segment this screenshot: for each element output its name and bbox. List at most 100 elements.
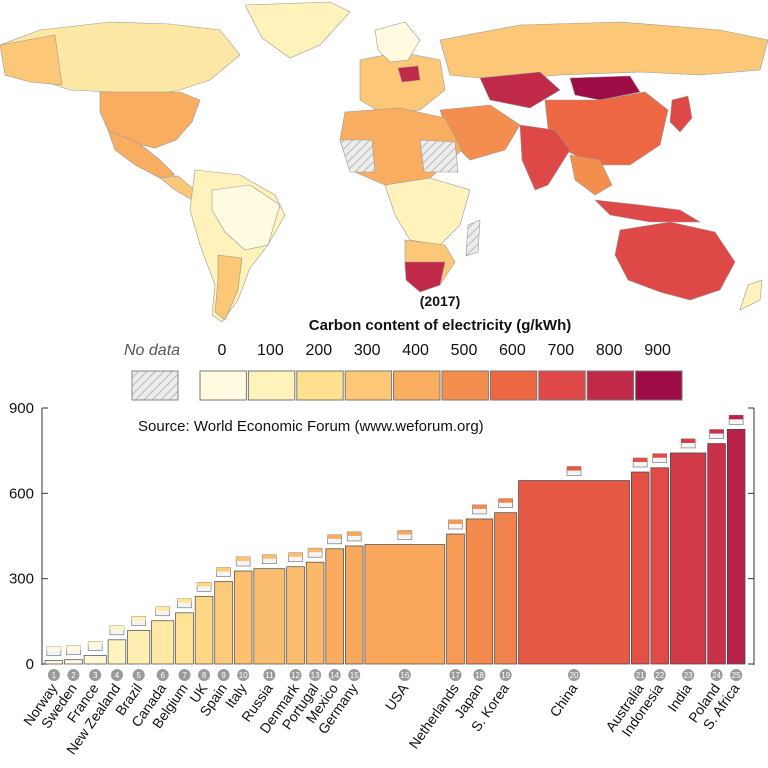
flag-stripe-icon <box>567 466 582 471</box>
rank-label: 22 <box>655 671 664 680</box>
legend-bin <box>441 370 489 401</box>
rank-badge <box>449 669 462 681</box>
rank-label: 16 <box>400 671 409 680</box>
rank-badge <box>730 669 743 681</box>
bar <box>305 561 325 665</box>
rank-badge <box>348 669 361 681</box>
flag-stripe-icon <box>197 582 212 587</box>
legend-no-data-swatch <box>131 370 179 401</box>
bar <box>175 612 194 665</box>
bar <box>127 630 151 665</box>
rank-label: 19 <box>501 671 510 680</box>
legend-bin <box>199 370 247 401</box>
legend-scale-label: 700 <box>547 342 575 359</box>
map-region-se-asia <box>569 154 613 196</box>
legend-no-data-label: No data <box>124 342 181 359</box>
bar <box>325 548 344 665</box>
rank-badge <box>634 669 647 681</box>
bar <box>253 568 286 665</box>
legend-color-bins <box>199 370 683 401</box>
bar <box>194 595 214 665</box>
legend-scale-label: 900 <box>644 342 671 359</box>
map-region-japan <box>669 95 693 133</box>
rank-label: 20 <box>570 671 579 680</box>
bar <box>630 471 650 665</box>
legend-scale-label: 400 <box>402 342 429 359</box>
flag-stripe-icon <box>88 641 103 646</box>
bar <box>44 660 64 665</box>
rank-badge <box>398 669 411 681</box>
map-region-mongolia <box>569 75 641 101</box>
rank-badge <box>178 669 191 681</box>
y-axis-ticks: 0 300 600 900 <box>9 400 754 673</box>
bar <box>446 533 465 665</box>
rank-label: 1 <box>52 671 57 680</box>
flag-stripe-icon <box>308 548 323 553</box>
map-region-alaska <box>0 34 63 86</box>
rank-label: 25 <box>732 671 741 680</box>
legend-scale-label: 200 <box>305 342 333 359</box>
flag-stripe-icon <box>729 415 744 420</box>
legend-bin <box>247 370 296 401</box>
rank-badge <box>237 669 250 681</box>
flag-stripe-icon <box>347 531 362 536</box>
bar <box>83 655 107 665</box>
flag-stripe-icon <box>109 625 124 630</box>
flag-stripe-icon <box>262 554 277 559</box>
flag-stripe-icon <box>652 453 667 458</box>
bar <box>707 443 726 665</box>
rank-badge <box>89 669 102 681</box>
map-year: (2017) <box>419 293 461 309</box>
map-region-brazil <box>211 184 281 251</box>
bar <box>518 480 630 665</box>
rank-label: 18 <box>475 671 484 680</box>
flag-stripe-icon <box>288 552 303 557</box>
rank-badge <box>568 669 581 681</box>
rank-label: 4 <box>115 671 120 680</box>
rank-label: 2 <box>71 671 76 680</box>
country-label: Netherlands <box>406 681 462 752</box>
rank-label: 5 <box>137 671 142 680</box>
legend-scale-label: 500 <box>450 342 478 359</box>
map-region-greenland <box>244 1 351 59</box>
rank-badge <box>653 669 666 681</box>
source-note: Source: World Economic Forum (www.weforu… <box>138 418 484 435</box>
flag-stripe-icon <box>472 504 487 509</box>
bar <box>726 428 746 665</box>
bar <box>465 518 494 665</box>
rank-label: 8 <box>202 671 207 680</box>
legend-bin <box>635 370 683 401</box>
bar <box>650 467 669 665</box>
bar <box>670 452 707 665</box>
flag-icons <box>46 415 744 656</box>
chart-title: Carbon content of electricity (g/kWh) <box>308 317 572 334</box>
rank-badge <box>132 669 145 681</box>
flag-stripe-icon <box>236 556 251 561</box>
rank-badge <box>263 669 276 681</box>
rank-badge <box>328 669 341 681</box>
rank-label: 13 <box>311 671 320 680</box>
map-region-indonesia <box>594 199 702 223</box>
flag-stripe-icon <box>46 646 61 651</box>
map-region-west-sahara-nodata <box>339 139 376 173</box>
map-region-scandinavia <box>374 21 421 63</box>
rank-badge <box>499 669 512 681</box>
bar <box>214 581 233 665</box>
rank-badge <box>110 669 123 681</box>
bar <box>107 639 127 665</box>
map-region-india <box>519 124 571 191</box>
bar <box>364 544 446 665</box>
country-label: China <box>546 680 580 719</box>
rank-badge <box>156 669 169 681</box>
rank-label: 24 <box>712 671 721 680</box>
legend-scale-label: 100 <box>257 342 284 359</box>
rank-badge <box>198 669 211 681</box>
legend-bin <box>393 370 441 401</box>
bar <box>494 512 518 665</box>
rank-label: 11 <box>265 671 274 680</box>
map-region-sudan-nodata <box>419 139 459 173</box>
flag-stripe-icon <box>66 645 81 650</box>
rank-label: 21 <box>636 671 645 680</box>
